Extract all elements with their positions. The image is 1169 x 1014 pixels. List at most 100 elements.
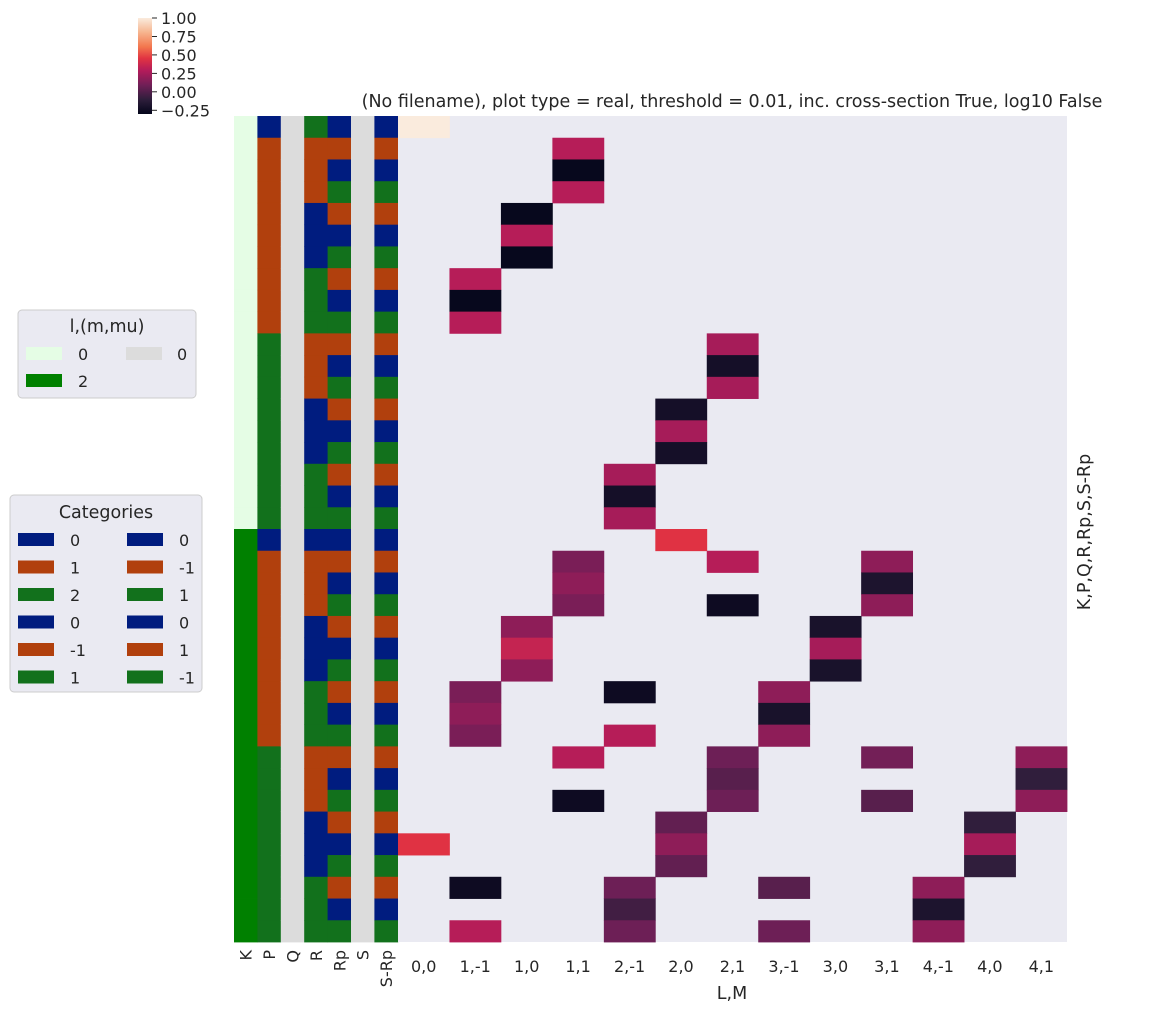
row-strip-cell (234, 876, 258, 899)
row-strip-cell (234, 289, 258, 313)
row-strip-cell (351, 920, 375, 943)
row-strip-cell (327, 811, 352, 834)
row-strip-cell (280, 789, 305, 812)
row-strip-cell (257, 224, 282, 247)
heatmap-cell (861, 550, 914, 573)
colorbar-tick-label: 0.25 (161, 64, 197, 83)
heatmap-cell (706, 376, 759, 399)
row-strip-cell (257, 507, 282, 530)
legend-lmmu-frame (17, 309, 197, 399)
legend-category-label: 1 (70, 559, 80, 578)
row-strip-cell (374, 333, 399, 356)
row-strip-cell (304, 485, 328, 508)
x-tick-label: 0,0 (411, 957, 436, 976)
y-axis-label: K,P,Q,R,Rp,S,S-Rp (1075, 454, 1095, 610)
row-strip-cell (257, 463, 282, 486)
legend-category-label: 1 (179, 586, 189, 605)
row-strip-cell (280, 485, 305, 508)
row-strip-cell (374, 550, 399, 573)
row-strip-cell (280, 159, 305, 182)
heatmap-cells (398, 116, 1068, 943)
row-strip-cell (374, 876, 399, 899)
row-strip-cell (374, 442, 399, 465)
heatmap-cell (964, 855, 1016, 878)
row-strip-cell (304, 876, 328, 899)
row-strip-cell (280, 289, 305, 313)
legend-category-swatch (127, 560, 163, 574)
heatmap-cell (706, 768, 759, 791)
row-strip-cell (280, 898, 305, 921)
row-strip-cell (257, 268, 282, 291)
legend-category-label: -1 (70, 641, 86, 660)
heatmap-cell (552, 550, 605, 573)
row-strip-cell (374, 615, 399, 639)
row-strip-cell (351, 615, 375, 639)
row-strip-cell (280, 876, 305, 899)
row-strip-cell (327, 485, 352, 508)
row-strip-cell (257, 746, 282, 769)
row-strip-cell (234, 268, 258, 291)
row-strip-cell (304, 768, 328, 791)
row-strip-cell (304, 268, 328, 291)
row-strip-cell (351, 811, 375, 834)
colorbar: 1.000.750.500.250.00−0.25 (138, 9, 210, 120)
row-strip-cell (351, 789, 375, 812)
row-strip-cell (351, 572, 375, 595)
row-strip-cell (257, 724, 282, 747)
row-strip-cell (234, 724, 258, 747)
row-strip-cell (257, 289, 282, 313)
row-strip-cell (327, 311, 352, 334)
row-strip-label: Rp (330, 950, 349, 971)
row-strip-cell (304, 550, 328, 573)
x-tick-label: 2,1 (720, 957, 745, 976)
heatmap-cell (706, 746, 759, 769)
row-strip-cell (280, 529, 305, 552)
row-strip-cell (280, 420, 305, 443)
row-strip-cell (257, 855, 282, 878)
heatmap-cell (1015, 746, 1068, 769)
heatmap-cell (1015, 768, 1068, 791)
heatmap-cell (964, 811, 1016, 834)
row-strip-cell (234, 811, 258, 834)
row-strip-cell (257, 681, 282, 704)
legend-category-swatch (18, 643, 54, 656)
row-strip-cell (280, 181, 305, 204)
row-strip-cell (280, 355, 305, 378)
legend-category-swatch (18, 533, 54, 546)
legend-lmmu-swatch-1 (26, 347, 62, 360)
heatmap-cell (449, 681, 502, 704)
legend-lmmu: l,(m,mu) 0 0 2 (17, 309, 197, 399)
row-strip-cell (280, 116, 305, 139)
row-strip-cell (351, 485, 375, 508)
row-strip-cell (234, 659, 258, 682)
row-strip-cell (304, 659, 328, 682)
legend-category-label: 0 (179, 614, 189, 633)
row-strip-cell (257, 529, 282, 552)
row-strip-cell (257, 311, 282, 334)
heatmap-cell (603, 898, 656, 921)
row-strip-cell (234, 398, 258, 421)
colorbar-ticks: 1.000.750.500.250.00−0.25 (152, 9, 210, 120)
row-strip-cell (304, 702, 328, 726)
heatmap-cell (603, 485, 656, 508)
x-tick-label: 2,0 (668, 957, 693, 976)
row-strip-cell (374, 311, 399, 334)
row-strip-cell (351, 442, 375, 465)
heatmap-cell (655, 811, 708, 834)
row-strip-cell (351, 855, 375, 878)
row-strip-cell (304, 855, 328, 878)
row-strip-cell (351, 268, 375, 291)
legend-lmmu-label-3: 2 (78, 372, 88, 391)
row-strip-cell (351, 289, 375, 313)
row-strip-cell (351, 246, 375, 269)
row-strip-cell (304, 376, 328, 399)
row-strip-cell (327, 681, 352, 704)
row-strip-cell (304, 311, 328, 334)
x-tick-label: 1,1 (565, 957, 590, 976)
row-strip-cell (351, 398, 375, 421)
row-strip-cell (351, 637, 375, 660)
row-strip-cell (351, 463, 375, 486)
row-strip-label: P (260, 950, 279, 960)
row-strip-cell (234, 594, 258, 617)
row-strip-cell (327, 202, 352, 226)
